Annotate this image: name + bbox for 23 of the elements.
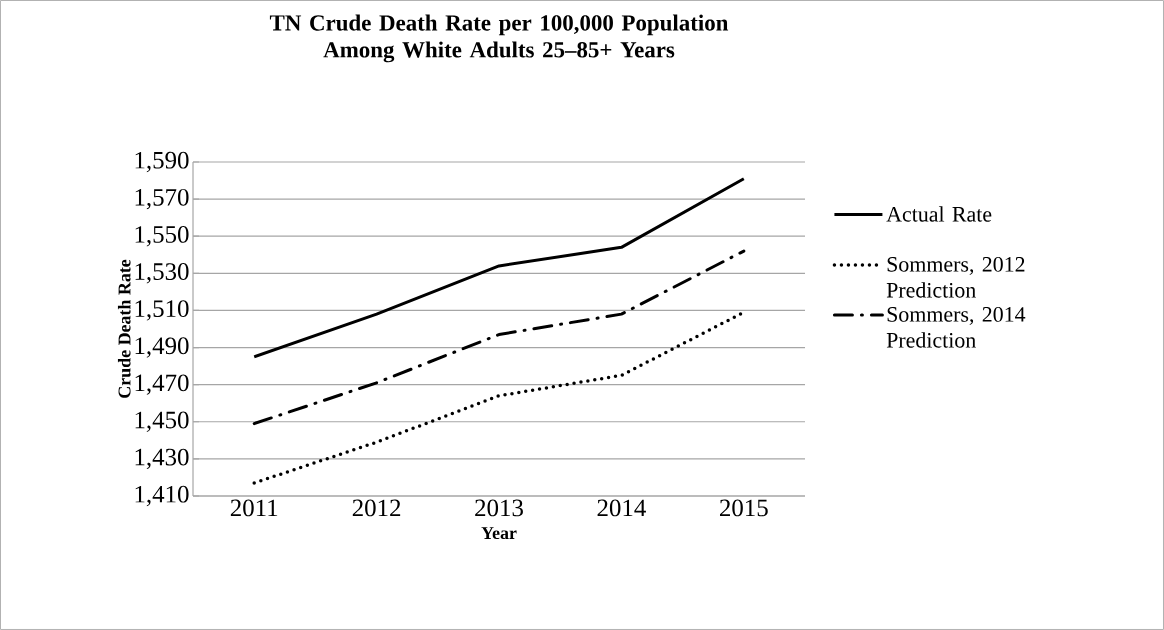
chart-title: TN Crude Death Rate per 100,000 Population Among White Adults 25–85+ Years [269,14,729,63]
line-series [252,177,746,359]
legend-label: Sommers, 2014 Prediction [886,306,1026,348]
y-tick-label: 1,490 [135,337,189,358]
x-tick-label: 2012 [352,499,401,517]
y-tick-label: 1,410 [135,485,189,507]
y-tick-label: 1,590 [135,151,189,173]
x-tick-label: 2014 [597,499,646,517]
y-tick-label: 1,550 [135,226,189,247]
x-tick-label: 2015 [720,499,768,517]
line-series [252,249,746,426]
y-tick-label: 1,570 [135,188,189,210]
legend-label: Actual Rate [886,206,992,222]
y-tick-label: 1,470 [135,374,189,395]
y-tick-label: 1,530 [135,263,189,284]
y-tick-label: 1,510 [135,300,189,321]
y-tick-label: 1,450 [135,411,189,432]
x-tick-label: 2011 [230,499,278,517]
y-axis-title: Crude Death Rate [117,259,131,398]
legend-label: Sommers, 2012 Prediction [886,256,1025,298]
x-axis-title: Year [481,527,517,540]
y-tick-label: 1,430 [135,448,189,470]
x-tick-label: 2013 [475,499,523,517]
